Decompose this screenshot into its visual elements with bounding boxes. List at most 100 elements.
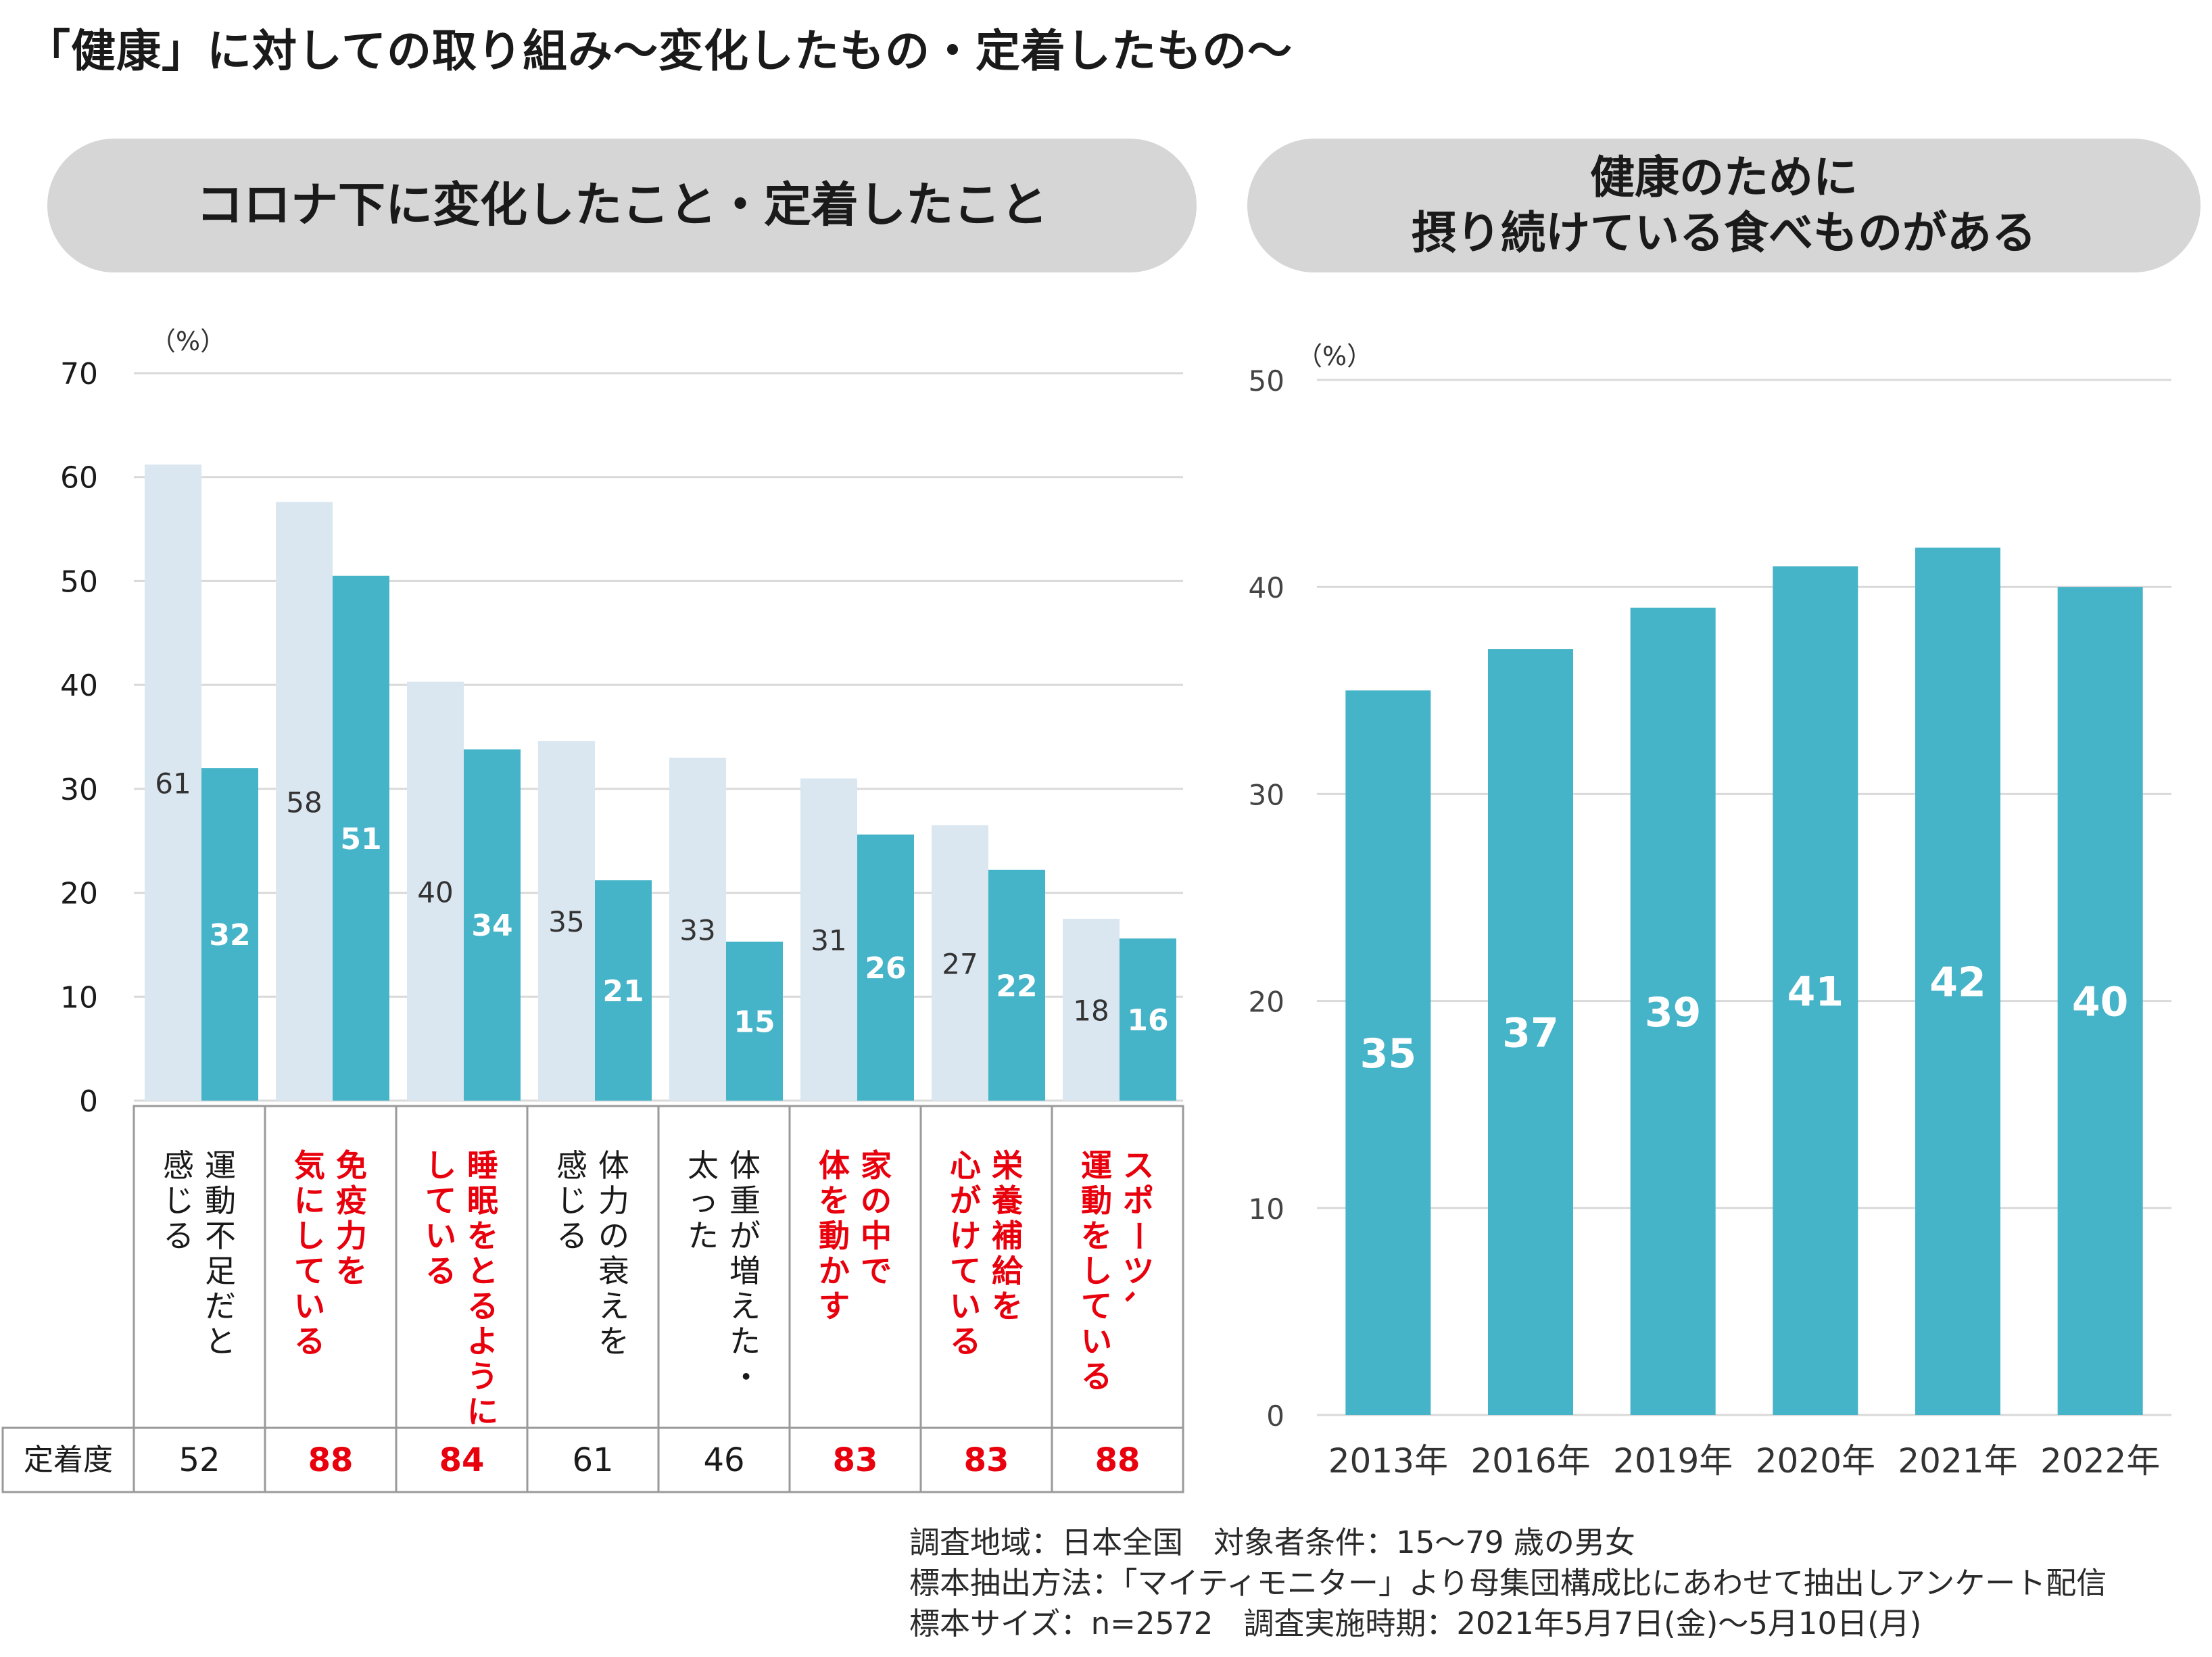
bar-series2 — [595, 880, 652, 1101]
data-label-series1: 31 — [811, 924, 846, 957]
category-label-char: て — [425, 1182, 456, 1219]
x-tick-label: 2021年 — [1898, 1441, 2017, 1481]
bar-series2 — [857, 834, 914, 1101]
bar-series2 — [1120, 938, 1176, 1101]
category-label-char: 体 — [729, 1147, 761, 1184]
category-label-char: 体 — [819, 1147, 850, 1184]
category-label-char: 心 — [950, 1147, 981, 1184]
category-label-char: が — [729, 1218, 761, 1254]
data-label-series2: 16 — [1127, 1003, 1168, 1038]
category-label-char: か — [819, 1253, 850, 1289]
category-label-char: 太 — [688, 1147, 719, 1184]
category-label-char: し — [425, 1147, 456, 1184]
category-label-char: た — [729, 1323, 761, 1360]
data-label-series1: 27 — [942, 947, 978, 980]
data-label-series2: 22 — [996, 969, 1037, 1003]
bar — [1345, 690, 1431, 1415]
category-label-char: え — [598, 1288, 629, 1324]
y-tick-label: 10 — [60, 980, 98, 1015]
data-label-series1: 61 — [155, 767, 191, 800]
category-label-char: 眠 — [467, 1182, 498, 1219]
category-label-char: 体 — [598, 1147, 629, 1184]
data-label-series2: 15 — [734, 1005, 775, 1039]
category-label-char: 給 — [992, 1253, 1024, 1289]
category-label-char: を — [336, 1253, 367, 1289]
retention-value: 84 — [439, 1441, 485, 1479]
y-tick-label: 20 — [60, 877, 98, 911]
category-label-char: 衰 — [598, 1253, 629, 1289]
unit-label: （%） — [150, 327, 226, 356]
category-label-char: う — [467, 1358, 498, 1395]
category-label-char: 運 — [205, 1147, 236, 1184]
category-label-char: 力 — [598, 1182, 629, 1219]
bar-series2 — [988, 869, 1045, 1101]
data-label: 41 — [1787, 968, 1844, 1015]
retention-row-header: 定着度 — [24, 1443, 113, 1477]
retention-value: 52 — [178, 1441, 220, 1479]
data-label: 35 — [1360, 1030, 1417, 1078]
category-label-char: る — [425, 1253, 456, 1289]
data-label: 39 — [1645, 989, 1702, 1036]
footnote-line: 調査地域：日本全国 対象者条件：15～79 歳の男女 — [909, 1524, 1635, 1560]
category-label-char: の — [861, 1182, 892, 1219]
bar — [2057, 587, 2143, 1416]
data-label-series2: 26 — [865, 951, 906, 986]
data-label-series2: 32 — [209, 918, 250, 953]
category-label-char: ポ — [1123, 1182, 1154, 1219]
y-tick-label: 30 — [1249, 778, 1284, 811]
bar — [1630, 607, 1716, 1415]
category-label-char: る — [294, 1323, 325, 1360]
data-label: 37 — [1502, 1010, 1559, 1057]
page-title: 「健康」に対しての取り組み～変化したもの・定着したもの～ — [26, 25, 1293, 77]
y-tick-label: 30 — [60, 773, 98, 807]
bar-series2 — [464, 749, 521, 1101]
category-label-char: じ — [556, 1182, 587, 1219]
retention-value: 83 — [964, 1441, 1009, 1479]
bar-series1 — [800, 778, 857, 1101]
bar-series1 — [669, 757, 726, 1101]
category-label-char: 動 — [1081, 1182, 1112, 1219]
bar — [1773, 566, 1858, 1415]
category-label-char: 力 — [336, 1218, 367, 1254]
category-label-char: 感 — [556, 1147, 587, 1184]
data-label-series1: 33 — [679, 913, 715, 946]
data-label-series2: 21 — [602, 974, 644, 1009]
category-label-char: 疫 — [336, 1182, 367, 1219]
retention-value: 61 — [572, 1441, 613, 1479]
category-label-char: 感 — [163, 1147, 194, 1184]
data-label-series1: 40 — [417, 875, 453, 909]
category-label-char: 動 — [819, 1218, 850, 1254]
y-tick-label: 50 — [1249, 364, 1284, 398]
footnotes: 調査地域：日本全国 対象者条件：15～79 歳の男女 標本抽出方法：「マイティモ… — [909, 1522, 2107, 1644]
category-label-char: 、 — [1120, 1291, 1157, 1322]
category-label-char: て — [294, 1253, 325, 1289]
data-label: 42 — [1929, 959, 1986, 1007]
retention-value: 88 — [1095, 1441, 1140, 1479]
data-label-series1: 58 — [286, 786, 322, 819]
y-tick-label: 0 — [1266, 1399, 1284, 1433]
category-label-char: に — [294, 1182, 325, 1219]
category-label-char: 栄 — [992, 1147, 1023, 1184]
category-label-char: え — [729, 1288, 761, 1324]
retention-value: 88 — [308, 1441, 354, 1479]
category-label-char: 不 — [205, 1218, 236, 1254]
bar-series2 — [333, 575, 389, 1101]
category-label-char: 補 — [992, 1218, 1023, 1254]
category-label-char: 睡 — [467, 1147, 498, 1184]
category-label-char: し — [294, 1218, 325, 1254]
footnote-line: 標本サイズ：n=2572 調査実施時期：2021年5月7日(金)～5月10日(月… — [909, 1606, 1922, 1641]
category-label-char: ツ — [1123, 1253, 1154, 1289]
data-label: 40 — [2072, 979, 2129, 1026]
category-label-char: 増 — [729, 1253, 761, 1289]
category-label-char: を — [992, 1288, 1023, 1324]
category-label-char: 重 — [729, 1182, 761, 1219]
category-label-char: た — [688, 1218, 719, 1254]
bar-series1 — [276, 502, 333, 1101]
bar-series1 — [538, 741, 595, 1101]
right-panel-header-line2: 摂り続けている食べものがある — [1412, 207, 2036, 259]
category-label-char: る — [556, 1218, 587, 1254]
category-label-char: す — [819, 1288, 850, 1324]
bar-series1 — [407, 681, 464, 1101]
category-label-char: が — [950, 1182, 981, 1219]
